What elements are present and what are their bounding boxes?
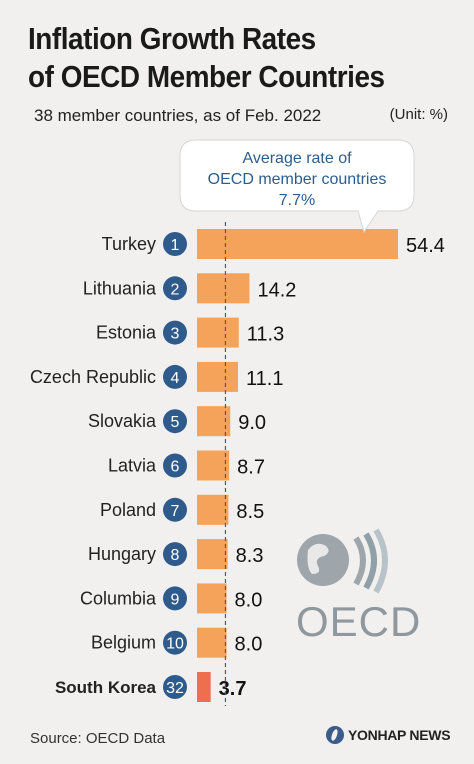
rank-badge-lithuania [163, 276, 187, 301]
bar-hungary [197, 539, 228, 570]
oecd-logo-continent [307, 543, 329, 574]
value-label-poland: 8.5 [236, 501, 264, 523]
source-note: Source: OECD Data [30, 730, 166, 747]
bar-czech-republic [197, 361, 239, 392]
bar-poland [197, 494, 229, 525]
value-label-latvia: 8.7 [237, 457, 265, 479]
agency-credit: YONHAP NEWS [326, 726, 451, 744]
bar-south-korea [197, 672, 211, 702]
oecd-logo: OECD [296, 528, 421, 645]
rank-number-turkey: 1 [171, 237, 180, 254]
chart-title-line2: of OECD Member Countries [28, 59, 385, 94]
value-label-czech-republic: 11.1 [246, 368, 283, 390]
bar-columbia [197, 583, 227, 614]
rank-number-slovakia: 5 [171, 414, 180, 431]
value-label-lithuania: 14.2 [257, 279, 296, 301]
yonhap-logo-icon [326, 726, 344, 744]
chart-subtitle: 38 member countries, as of Feb. 2022 [34, 106, 322, 125]
rank-number-latvia: 6 [171, 459, 180, 476]
value-label-hungary: 8.3 [236, 545, 264, 567]
rank-badge-turkey [163, 232, 187, 256]
callout-bubble [179, 139, 415, 234]
category-label-poland: Poland [100, 500, 156, 520]
rank-badge-estonia [163, 320, 187, 345]
category-label-latvia: Latvia [108, 456, 157, 476]
callout-average-value: 7.7% [279, 192, 315, 209]
bar-belgium [197, 627, 227, 658]
category-label-estonia: Estonia [96, 323, 157, 343]
bar-slovakia [197, 406, 231, 437]
rank-badge-czech-republic [163, 364, 187, 389]
bar-estonia [197, 317, 239, 348]
value-label-estonia: 11.3 [247, 324, 284, 346]
category-label-belgium: Belgium [91, 633, 156, 653]
bar-turkey [197, 229, 398, 259]
rank-number-czech-republic: 4 [171, 370, 180, 387]
category-label-hungary: Hungary [88, 544, 156, 564]
category-label-slovakia: Slovakia [88, 411, 157, 431]
value-label-columbia: 8.0 [235, 589, 263, 611]
category-label-south-korea: South Korea [55, 678, 157, 697]
category-label-columbia: Columbia [80, 588, 157, 608]
value-label-slovakia: 9.0 [238, 412, 266, 434]
rank-number-columbia: 9 [171, 591, 180, 608]
value-label-turkey: 54.4 [406, 235, 445, 257]
oecd-logo-arc-1 [353, 536, 366, 586]
category-label-turkey: Turkey [102, 234, 156, 254]
oecd-logo-arc-2 [363, 532, 377, 590]
value-label-south-korea: 3.7 [219, 678, 247, 700]
rank-number-estonia: 3 [171, 326, 180, 343]
callout-line2: OECD member countries [208, 171, 387, 188]
oecd-logo-globe [297, 534, 349, 586]
rank-number-south-korea: 32 [166, 680, 184, 697]
rank-number-lithuania: 2 [171, 281, 180, 298]
rank-number-poland: 7 [171, 503, 180, 520]
category-label-lithuania: Lithuania [83, 278, 157, 298]
oecd-logo-arc-3 [373, 528, 388, 594]
bar-latvia [197, 450, 230, 481]
rank-badge-columbia [163, 586, 187, 611]
chart-title: Inflation Growth Rates of OECD Member Co… [28, 20, 406, 96]
rank-badge-poland [163, 497, 187, 522]
rank-number-belgium: 10 [166, 636, 184, 653]
rank-badge-south-korea [163, 675, 187, 699]
value-label-belgium: 8.0 [235, 634, 263, 656]
rank-badge-belgium [163, 630, 187, 655]
rank-badge-slovakia [163, 409, 187, 434]
rank-badge-hungary [163, 542, 187, 567]
category-label-czech-republic: Czech Republic [30, 367, 156, 387]
unit-label: (Unit: %) [389, 106, 448, 123]
oecd-logo-text: OECD [296, 598, 421, 645]
callout-line1: Average rate of [242, 150, 352, 167]
bars-layer: Turkey 1 54.4 Lithuania 2 14.2 Estonia 3 11.3 Cze… [30, 229, 445, 702]
bar-lithuania [197, 273, 250, 304]
agency-credit-text: YONHAP NEWS [348, 727, 451, 743]
rank-number-hungary: 8 [171, 547, 180, 564]
chart-title-line1: Inflation Growth Rates [28, 21, 316, 56]
rank-badge-latvia [163, 453, 187, 478]
average-callout: Average rate of OECD member countries 7.… [179, 139, 415, 234]
